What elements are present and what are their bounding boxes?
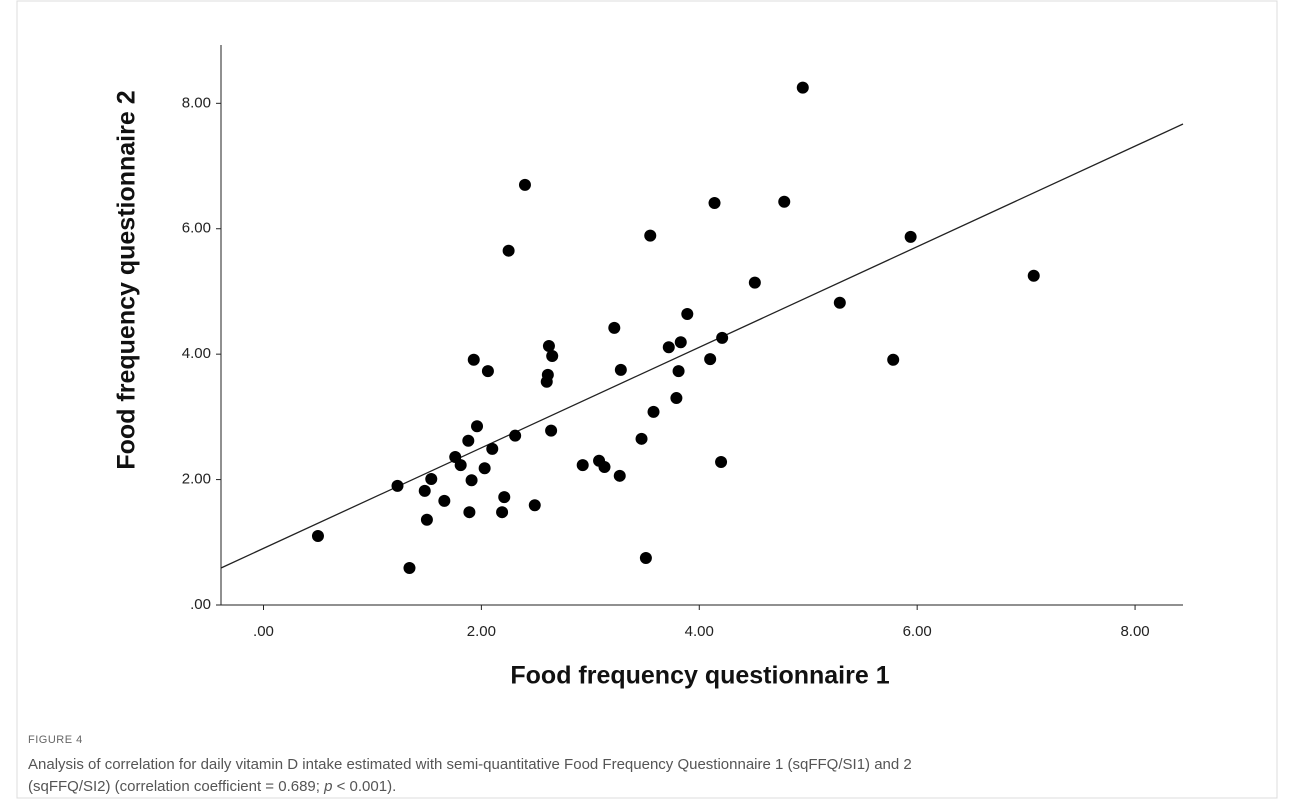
point <box>833 296 846 309</box>
point <box>904 230 917 243</box>
caption-line: (sqFFQ/SI2) (correlation coefficient = 0… <box>28 778 396 795</box>
point <box>608 321 621 334</box>
frame <box>16 0 1278 799</box>
point <box>478 462 491 475</box>
point <box>463 506 476 519</box>
point <box>748 276 761 289</box>
point <box>1027 269 1040 282</box>
x-tick-label: .00 <box>253 623 274 640</box>
caption-line: Analysis of correlation for daily vitami… <box>28 756 912 773</box>
point <box>887 353 900 366</box>
point <box>647 405 660 418</box>
point <box>465 474 478 487</box>
point <box>438 494 451 507</box>
point <box>708 197 721 210</box>
point <box>420 513 433 526</box>
point <box>644 229 657 242</box>
point <box>403 562 416 575</box>
point <box>454 459 467 472</box>
point <box>613 469 626 482</box>
y-tick-label: 6.00 <box>182 220 211 237</box>
figure-label: FIGURE 4 <box>28 734 83 746</box>
point <box>778 195 791 208</box>
caption-text: < 0.001). <box>332 778 396 795</box>
point <box>541 368 554 381</box>
x-tick-label: 6.00 <box>903 623 932 640</box>
point <box>502 244 515 257</box>
point <box>715 456 728 469</box>
point <box>546 350 559 363</box>
point <box>311 530 324 543</box>
point <box>670 392 683 405</box>
caption-italic: p <box>323 778 332 795</box>
x-tick-label: 8.00 <box>1120 623 1149 640</box>
point <box>576 459 589 472</box>
trend-line <box>220 123 1184 569</box>
y-tick-label: 2.00 <box>182 471 211 488</box>
caption-text: (sqFFQ/SI2) (correlation coefficient = 0… <box>28 778 324 795</box>
point <box>704 353 717 366</box>
point <box>462 434 475 447</box>
point <box>391 479 404 492</box>
point <box>796 81 809 94</box>
point <box>496 506 509 519</box>
point <box>639 551 652 564</box>
point <box>542 340 555 353</box>
point <box>467 353 480 366</box>
point <box>716 331 729 344</box>
point <box>471 420 484 433</box>
point <box>481 365 494 378</box>
point <box>545 424 558 437</box>
point <box>418 484 431 497</box>
point <box>518 178 531 191</box>
x-axis-title: Food frequency questionnaire 1 <box>510 662 889 690</box>
point <box>425 472 438 485</box>
point <box>674 336 687 349</box>
point <box>681 308 694 321</box>
y-tick-label: 8.00 <box>182 94 211 111</box>
x-tick-label: 4.00 <box>685 623 714 640</box>
point <box>672 365 685 378</box>
y-tick-label: 4.00 <box>182 345 211 362</box>
point <box>509 429 522 442</box>
point <box>486 442 499 455</box>
point <box>598 461 611 474</box>
point <box>662 341 675 354</box>
point <box>614 363 627 376</box>
point <box>498 491 511 504</box>
x-tick-label: 2.00 <box>467 623 496 640</box>
y-tick-label: .00 <box>190 596 211 613</box>
point <box>635 432 648 445</box>
point <box>528 499 541 512</box>
y-axis-title: Food frequency questionnaire 2 <box>113 90 141 469</box>
